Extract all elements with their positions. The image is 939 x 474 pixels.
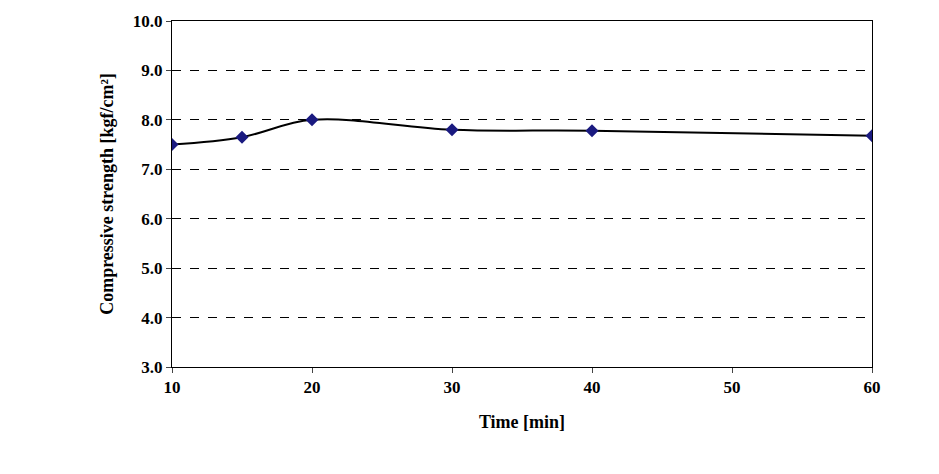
svg-text:20: 20 <box>304 378 321 397</box>
svg-text:40: 40 <box>584 378 601 397</box>
svg-text:5.0: 5.0 <box>141 259 162 278</box>
svg-text:Time [min]: Time [min] <box>479 412 565 432</box>
svg-text:60: 60 <box>864 378 881 397</box>
svg-text:30: 30 <box>444 378 461 397</box>
svg-text:6.0: 6.0 <box>141 210 162 229</box>
svg-text:50: 50 <box>724 378 741 397</box>
svg-text:8.0: 8.0 <box>141 111 162 130</box>
svg-text:7.0: 7.0 <box>141 160 162 179</box>
svg-text:10.0: 10.0 <box>133 12 163 31</box>
svg-text:4.0: 4.0 <box>141 309 162 328</box>
svg-text:Compressive strength [kgf/cm²]: Compressive strength [kgf/cm²] <box>97 73 117 315</box>
svg-text:3.0: 3.0 <box>141 358 162 377</box>
svg-text:10: 10 <box>164 378 181 397</box>
svg-text:9.0: 9.0 <box>141 61 162 80</box>
